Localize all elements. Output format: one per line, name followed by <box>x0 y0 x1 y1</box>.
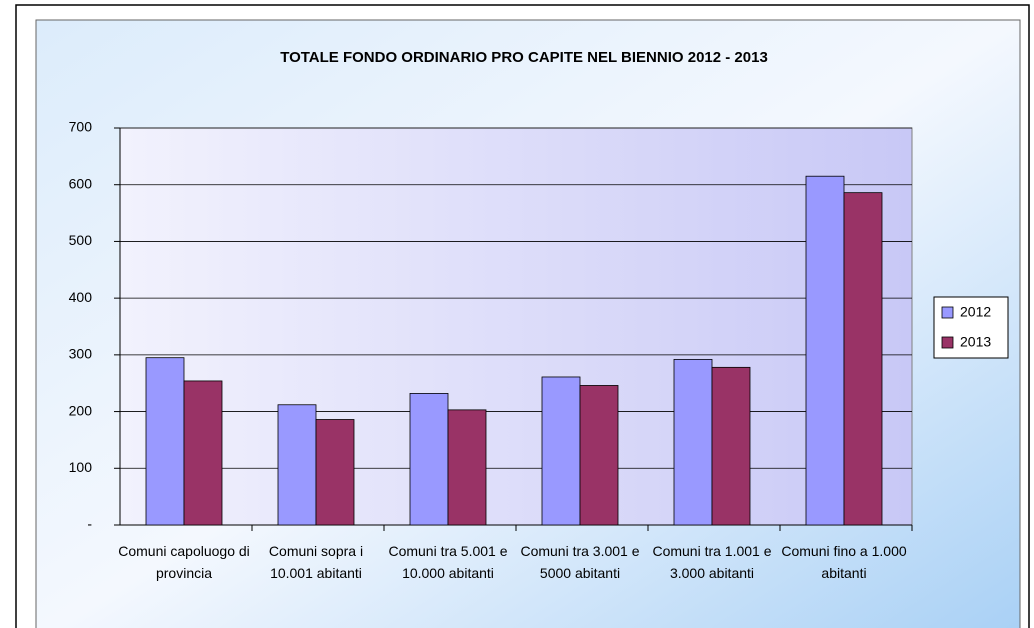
x-tick-label: Comuni tra 3.001 e 5000 abitanti <box>520 543 640 581</box>
legend-label: 2012 <box>960 304 991 320</box>
y-tick-label: 600 <box>69 175 93 191</box>
bar <box>145 357 185 526</box>
y-tick-label: 400 <box>69 289 93 305</box>
bar <box>541 376 581 526</box>
y-tick-label: 300 <box>69 346 93 362</box>
x-tick-label: Comuni capoluogo di provincia <box>118 543 250 581</box>
y-tick-label: 200 <box>69 402 93 418</box>
x-tick-label: Comuni sopra i 10.001 abitanti <box>268 543 364 581</box>
bar <box>409 393 449 526</box>
y-tick-label: 700 <box>69 119 93 135</box>
x-tick-label: Comuni tra 5.001 e 10.000 abitanti <box>388 543 508 581</box>
x-tick-label: Comuni fino a 1.000 abitanti <box>781 543 907 581</box>
bar <box>183 380 223 526</box>
legend-swatch <box>941 336 954 349</box>
bar <box>579 385 619 526</box>
bar <box>673 358 713 526</box>
legend-swatch <box>941 306 954 319</box>
y-tick-label: 500 <box>69 232 93 248</box>
bar <box>805 175 845 526</box>
plot-area <box>119 127 913 526</box>
bar <box>447 409 487 526</box>
x-tick-label: Comuni tra 1.001 e 3.000 abitanti <box>652 543 772 581</box>
chart-title: TOTALE FONDO ORDINARIO PRO CAPITE NEL BI… <box>280 49 768 66</box>
y-tick-label: 100 <box>69 459 93 475</box>
bar <box>843 192 883 526</box>
y-tick-label: - <box>87 516 92 532</box>
bar <box>277 404 317 526</box>
bar <box>711 366 751 526</box>
bar <box>315 419 355 526</box>
legend-label: 2013 <box>960 334 991 350</box>
